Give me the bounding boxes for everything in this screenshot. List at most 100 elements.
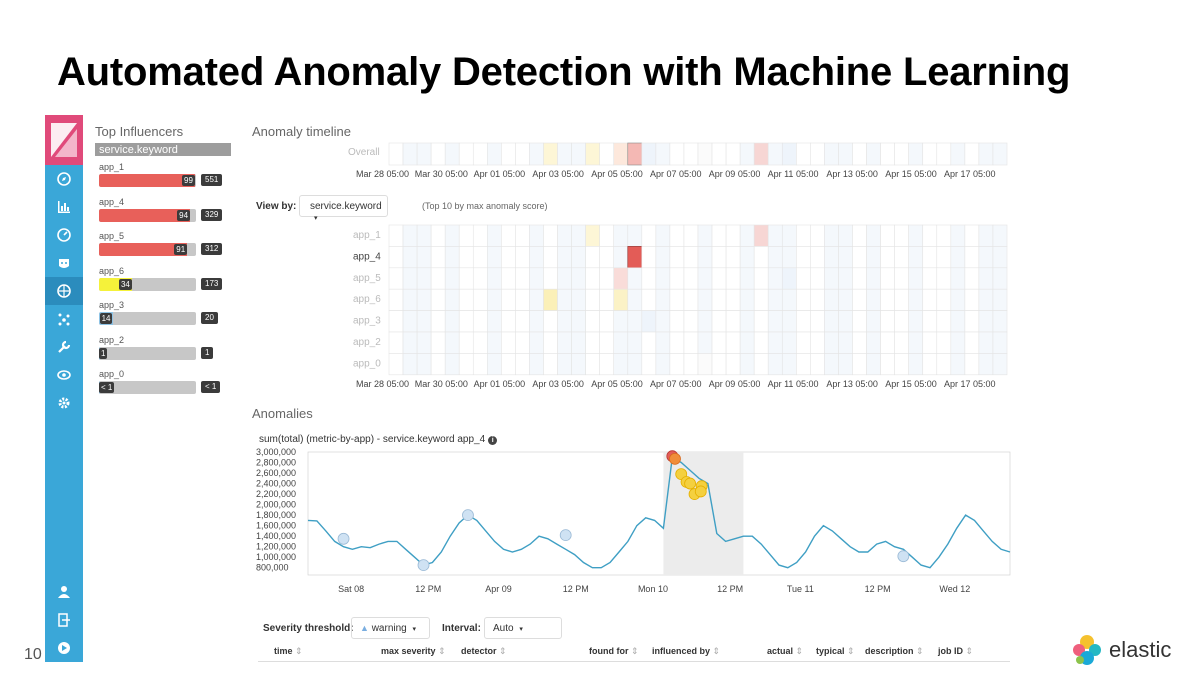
kibana-logo[interactable] — [45, 115, 83, 165]
swimlane-cell — [964, 246, 980, 269]
interval-select[interactable]: Auto ▾ — [484, 617, 562, 639]
influencer-row[interactable]: app_6 34 173 — [95, 260, 233, 295]
overall-swimlane[interactable]: Overall Mar 28 05:00 Mar 30 05:00 Apr 01 05… — [250, 140, 1010, 184]
machine-learning-icon[interactable] — [45, 277, 83, 305]
view-by-hint: (Top 10 by max anomaly score) — [422, 201, 548, 211]
influencer-row[interactable]: app_4 94 329 — [95, 191, 233, 226]
influencer-row[interactable]: app_2 1 1 — [95, 329, 233, 364]
chart-highlight-range — [663, 452, 744, 575]
th-influenced-by[interactable]: influenced by ⇕ — [652, 646, 720, 657]
warning-icon: ▲ — [360, 623, 369, 633]
monitoring-icon[interactable] — [45, 361, 83, 389]
user-icon[interactable] — [45, 578, 83, 606]
anomaly-marker — [897, 550, 910, 563]
swimlane-cell — [402, 310, 418, 333]
swimlane-cell — [922, 267, 938, 290]
timelion-icon[interactable] — [45, 249, 83, 277]
swimlane-cell — [964, 142, 980, 166]
swimlane-cell — [838, 288, 853, 311]
swimlane-row-label: app_2 — [353, 337, 381, 348]
swimlane-cell — [655, 331, 671, 354]
swimlane-cell — [978, 267, 994, 290]
sort-icon: ⇕ — [847, 646, 855, 656]
sort-icon: ⇕ — [499, 646, 507, 656]
swimlane-cell — [697, 310, 713, 333]
th-actual[interactable]: actual ⇕ — [767, 646, 803, 657]
swimlane-cell — [430, 267, 446, 290]
influencer-label[interactable]: app_3 — [99, 300, 125, 310]
th-detector[interactable]: detector ⇕ — [461, 646, 507, 657]
interval-label: Interval: — [442, 623, 481, 634]
influencer-label[interactable]: app_4 — [99, 196, 125, 207]
swimlane-cell — [852, 246, 867, 269]
influencer-score-bar: 99 — [99, 174, 196, 187]
interval-value: Auto — [493, 623, 514, 634]
swimlane-cell — [683, 310, 699, 333]
swimlane-cell — [852, 331, 867, 354]
severity-threshold-label: Severity threshold: — [263, 623, 354, 634]
y-tick-label: 2,400,000 — [256, 479, 296, 489]
th-description[interactable]: description ⇕ — [865, 646, 924, 657]
th-found-for[interactable]: found for ⇕ — [589, 646, 639, 657]
discover-icon[interactable] — [45, 165, 83, 193]
influencer-row[interactable]: app_3 14 20 — [95, 294, 233, 329]
th-typical[interactable]: typical ⇕ — [816, 646, 855, 657]
swimlane-cell — [683, 267, 699, 290]
sort-icon: ⇕ — [712, 646, 721, 656]
swimlane-cell — [458, 267, 474, 290]
swimlane-cell — [866, 246, 881, 269]
swimlane-cell — [543, 353, 558, 376]
dev-tools-icon[interactable] — [45, 333, 83, 361]
swimlane-cell — [458, 353, 474, 376]
swimlane-cell — [501, 353, 516, 376]
severity-threshold-select[interactable]: ▲ warning ▾ — [351, 617, 430, 639]
swimlane-cell — [711, 353, 727, 376]
anomaly-chart[interactable]: 3,000,0002,800,0002,600,0002,400,0002,20… — [255, 446, 1015, 598]
visualize-icon[interactable] — [45, 193, 83, 221]
swimlane-cell — [472, 267, 488, 290]
influencer-swimlanes[interactable]: app_1 app_4 app_5 app_6 app_3 app_2 app_0 Mar 2… — [250, 224, 1010, 394]
info-icon[interactable]: i — [488, 436, 498, 445]
y-tick-label: 3,000,000 — [256, 447, 296, 457]
influencer-row[interactable]: app_0 < 1 < 1 — [95, 363, 233, 398]
swimlane-cell — [852, 288, 867, 311]
swimlane-cell — [753, 288, 769, 311]
swimlane-cell — [655, 224, 671, 247]
swimlane-cell — [781, 331, 797, 354]
logout-icon[interactable] — [45, 606, 83, 634]
swimlane-cell — [472, 353, 488, 376]
management-icon[interactable] — [45, 389, 83, 417]
sort-icon: ⇕ — [631, 646, 639, 656]
swimlane-cell — [472, 331, 488, 354]
th-time[interactable]: time ⇕ — [274, 646, 303, 657]
graph-icon[interactable] — [45, 305, 83, 333]
sort-icon: ⇕ — [916, 646, 924, 656]
swimlane-cell — [402, 246, 418, 269]
influencer-label[interactable]: app_5 — [99, 231, 125, 241]
swimlane-cell — [444, 353, 460, 376]
influencer-label[interactable]: app_1 — [99, 162, 125, 172]
y-tick-label: 2,600,000 — [256, 468, 296, 478]
th-max-severity[interactable]: max severity ⇕ — [381, 646, 446, 657]
influencer-row[interactable]: app_5 91 312 — [95, 225, 233, 260]
timeline-tick-label: Apr 01 05:00 — [474, 169, 526, 179]
swimlane-cell — [950, 353, 966, 376]
x-tick-label: 12 PM — [563, 584, 589, 594]
influencer-score-fill — [99, 243, 188, 256]
swimlane-cell — [487, 310, 502, 333]
swimlane-cell — [852, 353, 867, 376]
th-job-id[interactable]: job ID ⇕ — [938, 646, 973, 657]
view-by-label: View by: — [256, 201, 297, 212]
influencer-label[interactable]: app_6 — [99, 265, 125, 276]
collapse-icon[interactable] — [45, 634, 83, 662]
swimlane-row-label: app_5 — [353, 273, 381, 284]
influencer-label[interactable]: app_0 — [99, 369, 125, 379]
dashboard-icon[interactable] — [45, 221, 83, 249]
anomaly-marker — [417, 559, 430, 572]
view-by-select[interactable]: service.keyword ▾ — [299, 195, 388, 222]
timeline-tick-label: Mar 30 05:00 — [415, 379, 468, 389]
influencer-row[interactable]: app_1 99 551 — [95, 156, 233, 191]
severity-value: warning — [371, 623, 407, 634]
chevron-down-icon: ▾ — [412, 626, 417, 633]
influencer-label[interactable]: app_2 — [99, 334, 125, 345]
